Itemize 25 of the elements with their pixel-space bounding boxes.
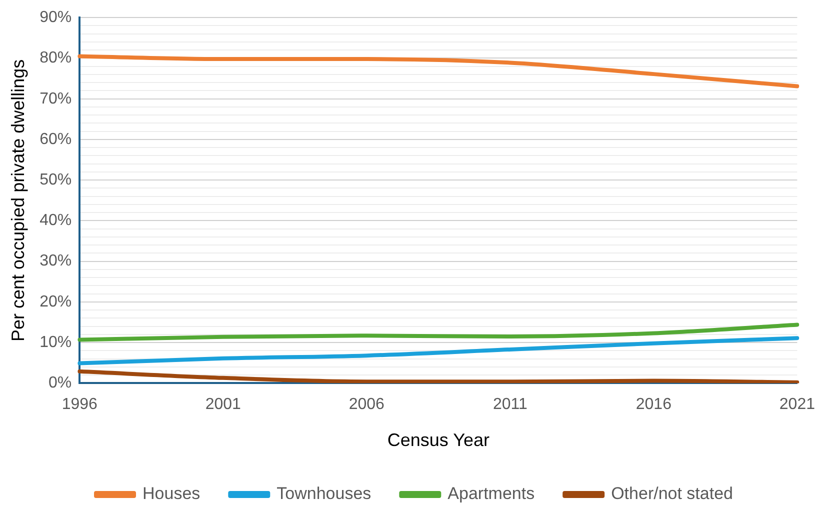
y-tick-label: 0% [48, 374, 72, 392]
y-tick-label: 80% [40, 50, 72, 67]
y-tick-label: 90% [40, 9, 72, 26]
x-tick-label: 2021 [779, 396, 816, 414]
legend-label: Apartments [448, 484, 535, 504]
y-axis-title: Per cent occupied private dwellings [8, 59, 28, 342]
y-tick-label: 70% [40, 90, 72, 108]
x-tick-label: 2016 [636, 396, 672, 414]
y-tick-label: 60% [40, 130, 72, 148]
y-tick-label: 10% [40, 334, 72, 351]
x-axis-title: Census Year [387, 430, 490, 450]
legend-label: Houses [142, 484, 200, 504]
line-series [78, 54, 800, 88]
line-series [78, 336, 800, 366]
x-tick-label: 2011 [492, 396, 528, 414]
legend-label: Townhouses [276, 484, 372, 504]
x-tick-label: 2001 [205, 396, 242, 414]
legend-label: Other/not stated [611, 484, 733, 504]
line-series [78, 322, 800, 342]
y-tick-label: 40% [40, 212, 72, 230]
y-tick-label: 50% [40, 171, 72, 188]
y-tick-label: 30% [40, 252, 72, 270]
x-tick-label: 2006 [348, 396, 385, 414]
y-tick-label: 20% [40, 293, 72, 310]
x-tick-label: 1996 [62, 396, 98, 414]
